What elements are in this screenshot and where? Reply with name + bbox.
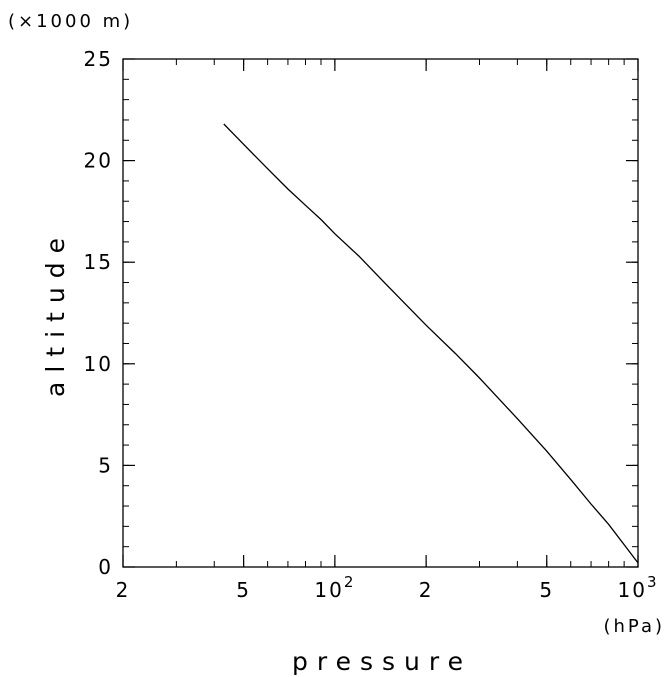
y-tick-label: 20 [84,149,113,173]
y-axis-ticks: 0 5 10 15 20 25 [84,47,638,579]
x-tick-label: 103 [618,573,659,602]
plot-frame [122,58,639,568]
x-tick-label: 2 [419,578,434,602]
y-tick-label: 15 [84,250,113,274]
y-tick-label: 0 [98,555,113,579]
y-tick-label: 10 [84,352,113,376]
x-unit-label: (hPa) [603,616,665,637]
x-axis-title: pressure [292,647,472,676]
x-axis-ticks: 2 5 102 2 5 103 [116,59,659,602]
y-axis-title: altitude [41,229,70,397]
y-unit-label: (×1000 m) [8,11,133,32]
x-tick-label: 5 [539,578,554,602]
minor-ticks [122,58,639,568]
y-tick-label: 25 [84,47,113,71]
x-tick-label: 2 [116,578,131,602]
y-tick-label: 5 [98,453,113,477]
x-tick-label: 5 [236,578,251,602]
x-tick-label: 102 [314,573,355,602]
series-line [223,123,639,564]
